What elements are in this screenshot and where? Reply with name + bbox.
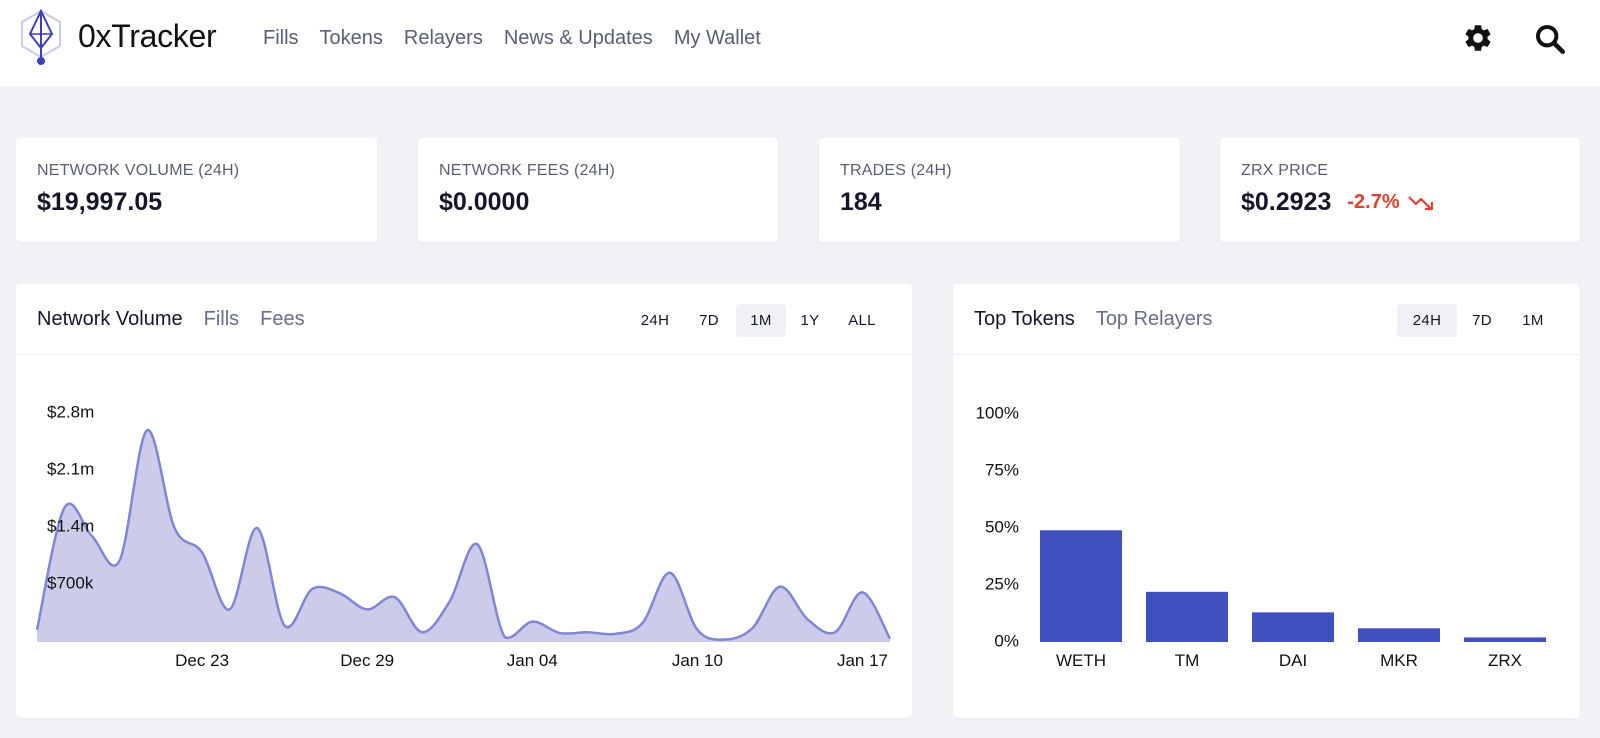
bar-zrx (1464, 637, 1546, 642)
bar-tm (1146, 591, 1228, 642)
period-7d[interactable]: 7D (699, 312, 719, 329)
x-tick-label: Jan 10 (672, 651, 723, 670)
search-icon[interactable] (1533, 22, 1567, 56)
nav-relayers[interactable]: Relayers (403, 27, 483, 49)
x-tick-label: Dec 29 (340, 651, 394, 670)
x-tick-label: Jan 04 (507, 651, 558, 670)
price-change-value: -2.7% (1347, 191, 1400, 213)
network-volume-chart: $700k $1.4m $2.1m $2.8m Dec 23 Dec 29 Jan 04 Ja… (35, 402, 892, 670)
zrx-price-value: $0.2923 (1241, 188, 1332, 216)
trending-down-icon (1407, 195, 1433, 210)
volume-tabs: Network Volume Fills Fees (37, 308, 305, 331)
tab-top-relayers[interactable]: Top Relayers (1095, 308, 1213, 330)
period-7d[interactable]: 7D (1472, 312, 1492, 329)
x-tick-label: MKR (1380, 651, 1418, 670)
stat-value: $0.0000 (439, 188, 530, 216)
main-nav: Fills Tokens Relayers News & Updates My … (263, 27, 761, 50)
top-tokens-panel: Top Tokens Top Relayers 24H 7D 1M 0% 25% 5… (953, 284, 1580, 718)
y-tick-label: 0% (994, 631, 1019, 650)
tab-fees[interactable]: Fees (260, 308, 305, 330)
nav-fills[interactable]: Fills (263, 27, 299, 49)
x-tick-label: WETH (1056, 651, 1106, 670)
tab-network-volume[interactable]: Network Volume (37, 308, 183, 330)
stat-label: NETWORK FEES (24H) (439, 162, 616, 179)
y-tick-label: 25% (985, 574, 1019, 593)
stat-value: 184 (840, 188, 882, 216)
x-tick-label: Jan 17 (837, 651, 888, 670)
stat-label: TRADES (24H) (840, 162, 952, 179)
y-tick-label: $2.8m (47, 402, 94, 421)
nav-news-updates[interactable]: News & Updates (503, 27, 653, 49)
volume-line (35, 429, 892, 641)
trades-card: TRADES (24H) 184 (819, 138, 1180, 242)
zrx-price-card: ZRX PRICE $0.2923 -2.7% (1220, 138, 1580, 242)
x-tick-label: ZRX (1488, 651, 1522, 670)
bar-weth (1040, 530, 1122, 642)
x-tick-label: DAI (1279, 651, 1307, 670)
bar-mkr (1358, 628, 1440, 642)
tokens-period-selector: 24H 7D 1M (1397, 304, 1559, 337)
volume-area (37, 430, 890, 642)
tab-top-tokens[interactable]: Top Tokens (974, 308, 1075, 330)
y-tick-label: $1.4m (47, 516, 94, 535)
price-change: -2.7% (1347, 191, 1435, 214)
top-nav-bar: 0xTracker Fills Tokens Relayers News & U… (0, 0, 1600, 86)
tokens-tabs: Top Tokens Top Relayers (974, 308, 1213, 331)
network-volume-panel: Network Volume Fills Fees 24H 7D 1M 1Y A… (16, 284, 912, 718)
x-tick-label: TM (1175, 651, 1200, 670)
stat-value: $19,997.05 (37, 188, 163, 216)
panel-header: Network Volume Fills Fees 24H 7D 1M 1Y A… (16, 284, 912, 355)
top-tokens-chart: 0% 25% 50% 75% 100% WETH TM DAI MKR ZRX (976, 403, 1546, 670)
nav-tokens[interactable]: Tokens (319, 27, 383, 49)
network-fees-card: NETWORK FEES (24H) $0.0000 (418, 138, 778, 242)
y-tick-label: 75% (985, 460, 1019, 479)
nav-my-wallet[interactable]: My Wallet (673, 27, 761, 49)
stat-value-row: $0.2923 -2.7% (1241, 188, 1559, 217)
stat-label: NETWORK VOLUME (24H) (37, 162, 240, 179)
period-24h[interactable]: 24H (640, 312, 670, 329)
panel-header: Top Tokens Top Relayers 24H 7D 1M (953, 284, 1580, 355)
stat-label: ZRX PRICE (1241, 162, 1329, 179)
brand-name[interactable]: 0xTracker (78, 18, 217, 54)
y-tick-label: 100% (976, 403, 1019, 422)
bar-dai (1252, 612, 1334, 642)
period-1m[interactable]: 1M (736, 304, 786, 337)
x-tick-label: Dec 23 (175, 651, 229, 670)
network-volume-card: NETWORK VOLUME (24H) $19,997.05 (16, 138, 377, 242)
y-tick-label: $2.1m (47, 459, 94, 478)
gear-icon[interactable] (1462, 22, 1494, 54)
y-tick-label: 50% (985, 517, 1019, 536)
tab-fills[interactable]: Fills (203, 308, 240, 330)
period-all[interactable]: ALL (848, 312, 876, 329)
volume-period-selector: 24H 7D 1M 1Y ALL (628, 304, 890, 337)
y-tick-label: $700k (47, 573, 94, 592)
period-1m[interactable]: 1M (1522, 312, 1544, 329)
period-1y[interactable]: 1Y (800, 312, 820, 329)
period-24h[interactable]: 24H (1397, 304, 1457, 337)
0xtracker-logo-icon[interactable] (18, 8, 64, 66)
